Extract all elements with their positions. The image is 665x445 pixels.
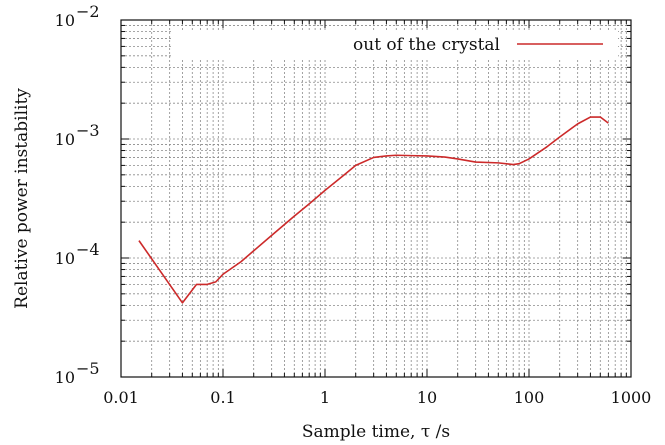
y-tick-label: 10 <box>55 249 75 268</box>
x-tick-label: 0.01 <box>103 388 139 407</box>
y-tick-label: 10 <box>55 130 75 149</box>
series-line <box>138 116 609 304</box>
tick-marks <box>120 19 632 378</box>
y-tick-labels: 10−510−410−310−2 <box>55 2 100 387</box>
x-tick-label: 1 <box>320 388 330 407</box>
y-tick-exponent: −3 <box>76 121 100 140</box>
y-tick-exponent: −2 <box>76 2 100 21</box>
y-tick-label: 10 <box>55 11 75 30</box>
x-tick-labels: 0.01 0.1 1 10 100 1000 <box>103 388 651 407</box>
x-tick-label: 0.1 <box>210 388 235 407</box>
y-tick-label: 10 <box>55 368 75 387</box>
x-tick-label: 100 <box>514 388 545 407</box>
x-axis-title: Sample time, τ /s <box>302 422 450 442</box>
grid <box>121 20 631 377</box>
y-tick-exponent: −5 <box>76 359 100 378</box>
legend: out of the crystal <box>172 30 618 58</box>
legend-label: out of the crystal <box>353 35 500 55</box>
x-tick-label: 1000 <box>611 388 652 407</box>
y-tick-exponent: −4 <box>76 240 100 259</box>
y-axis-title: Relative power instability <box>12 88 32 309</box>
plot-frame <box>120 19 632 378</box>
series <box>138 116 609 304</box>
plot-border <box>120 19 632 378</box>
x-tick-label: 10 <box>417 388 437 407</box>
